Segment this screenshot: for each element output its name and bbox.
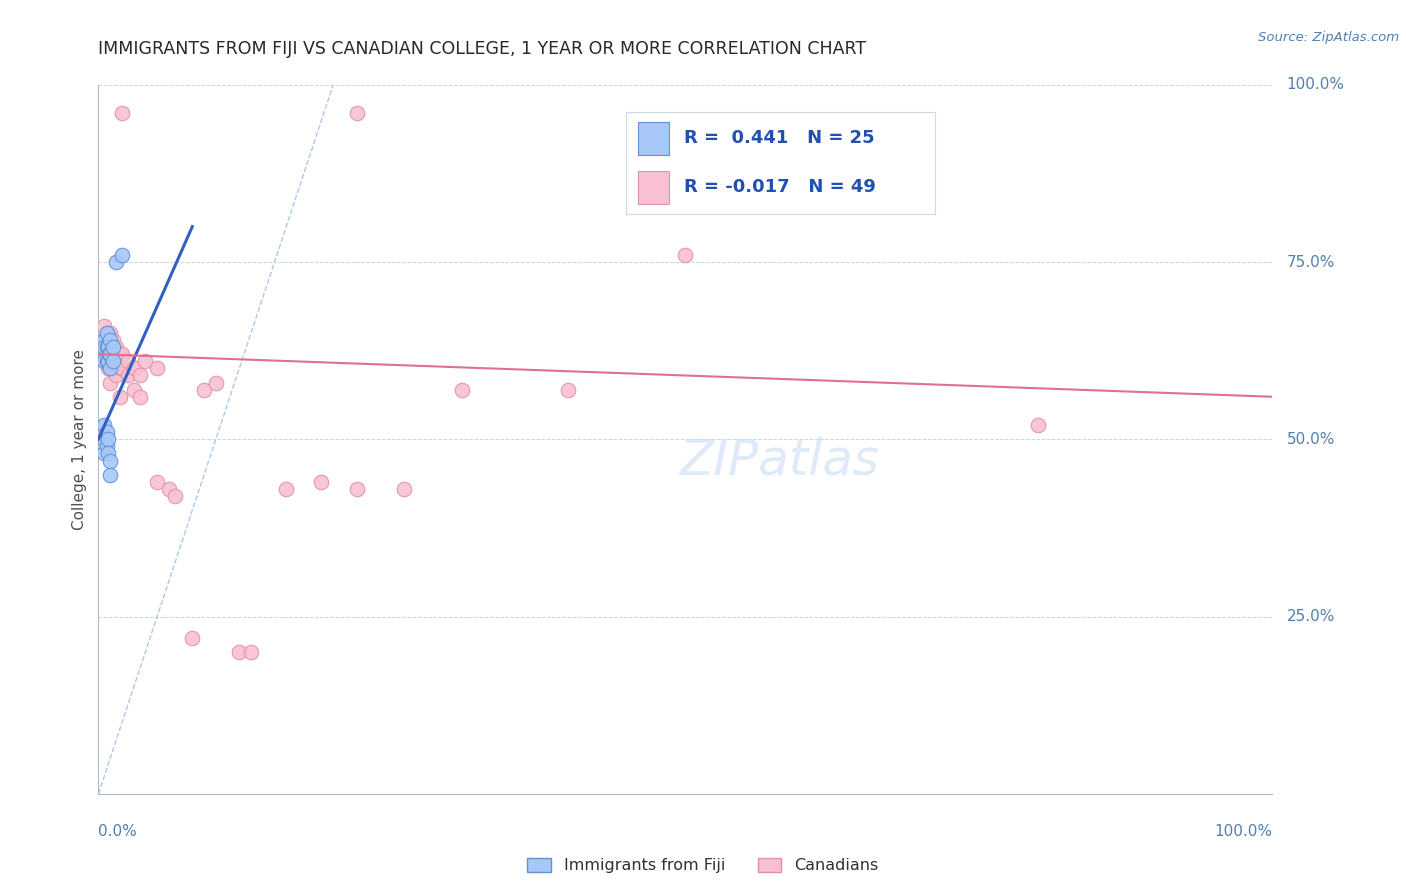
Text: ZIPatlas: ZIPatlas — [679, 436, 879, 484]
Point — [128, 368, 150, 383]
Point — [193, 383, 215, 397]
Point — [346, 106, 368, 120]
Point — [111, 106, 134, 120]
Text: R = -0.017   N = 49: R = -0.017 N = 49 — [685, 178, 876, 196]
Point — [105, 255, 128, 269]
Point — [117, 354, 139, 368]
Point — [98, 333, 121, 347]
Text: 100.0%: 100.0% — [1215, 824, 1272, 838]
Point — [97, 446, 120, 460]
Point — [96, 354, 118, 368]
Point — [105, 340, 128, 354]
Point — [108, 347, 131, 361]
Point — [146, 475, 169, 489]
Point — [205, 376, 228, 390]
Point — [128, 390, 150, 404]
Point — [98, 340, 121, 354]
Point — [101, 333, 124, 347]
Point — [1026, 418, 1049, 433]
Point — [96, 354, 118, 368]
Point — [311, 475, 333, 489]
Point — [96, 326, 118, 340]
Point — [98, 467, 121, 482]
Point — [98, 326, 121, 340]
Point — [96, 425, 118, 440]
Text: IMMIGRANTS FROM FIJI VS CANADIAN COLLEGE, 1 YEAR OR MORE CORRELATION CHART: IMMIGRANTS FROM FIJI VS CANADIAN COLLEGE… — [98, 40, 866, 58]
Point — [146, 361, 169, 376]
Point — [93, 446, 115, 460]
Point — [451, 383, 474, 397]
Point — [181, 631, 204, 645]
Point — [97, 361, 120, 376]
Point — [105, 354, 128, 368]
Point — [93, 333, 115, 347]
Point — [101, 354, 124, 368]
Point — [710, 198, 733, 212]
Point — [346, 482, 368, 496]
Text: 25.0%: 25.0% — [1286, 609, 1334, 624]
Point — [98, 347, 121, 361]
Text: 75.0%: 75.0% — [1286, 254, 1334, 269]
Point — [557, 383, 579, 397]
Point — [122, 383, 145, 397]
Point — [111, 361, 134, 376]
Bar — [638, 122, 669, 154]
Point — [134, 354, 156, 368]
Point — [97, 433, 120, 447]
Point — [157, 482, 180, 496]
Point — [163, 489, 186, 503]
Point — [93, 433, 115, 447]
Point — [675, 248, 697, 262]
Point — [111, 248, 134, 262]
Point — [111, 347, 134, 361]
Text: Source: ZipAtlas.com: Source: ZipAtlas.com — [1258, 31, 1399, 45]
Point — [117, 368, 139, 383]
Text: R =  0.441   N = 25: R = 0.441 N = 25 — [685, 128, 875, 146]
Point — [101, 361, 124, 376]
Point — [101, 347, 124, 361]
Point — [98, 376, 121, 390]
Point — [97, 333, 120, 347]
Text: 100.0%: 100.0% — [1286, 78, 1344, 92]
Point — [392, 482, 415, 496]
Point — [98, 453, 121, 467]
Point — [108, 361, 131, 376]
Point — [93, 333, 115, 347]
Point — [96, 340, 118, 354]
Point — [98, 347, 121, 361]
Point — [228, 645, 250, 659]
Point — [93, 318, 115, 333]
Point — [96, 340, 118, 354]
Point — [105, 368, 128, 383]
Point — [97, 347, 120, 361]
Point — [96, 439, 118, 453]
Point — [122, 361, 145, 376]
Text: 0.0%: 0.0% — [98, 824, 138, 838]
Point — [98, 354, 121, 368]
Bar — [638, 171, 669, 204]
Y-axis label: College, 1 year or more: College, 1 year or more — [72, 349, 87, 530]
Point — [98, 361, 121, 376]
Point — [101, 340, 124, 354]
Point — [97, 354, 120, 368]
Point — [93, 418, 115, 433]
Point — [276, 482, 298, 496]
Point — [93, 354, 115, 368]
Legend: Immigrants from Fiji, Canadians: Immigrants from Fiji, Canadians — [522, 851, 884, 880]
Point — [240, 645, 263, 659]
Point — [96, 326, 118, 340]
Point — [108, 390, 131, 404]
Point — [97, 340, 120, 354]
Text: 50.0%: 50.0% — [1286, 432, 1334, 447]
Point — [93, 340, 115, 354]
